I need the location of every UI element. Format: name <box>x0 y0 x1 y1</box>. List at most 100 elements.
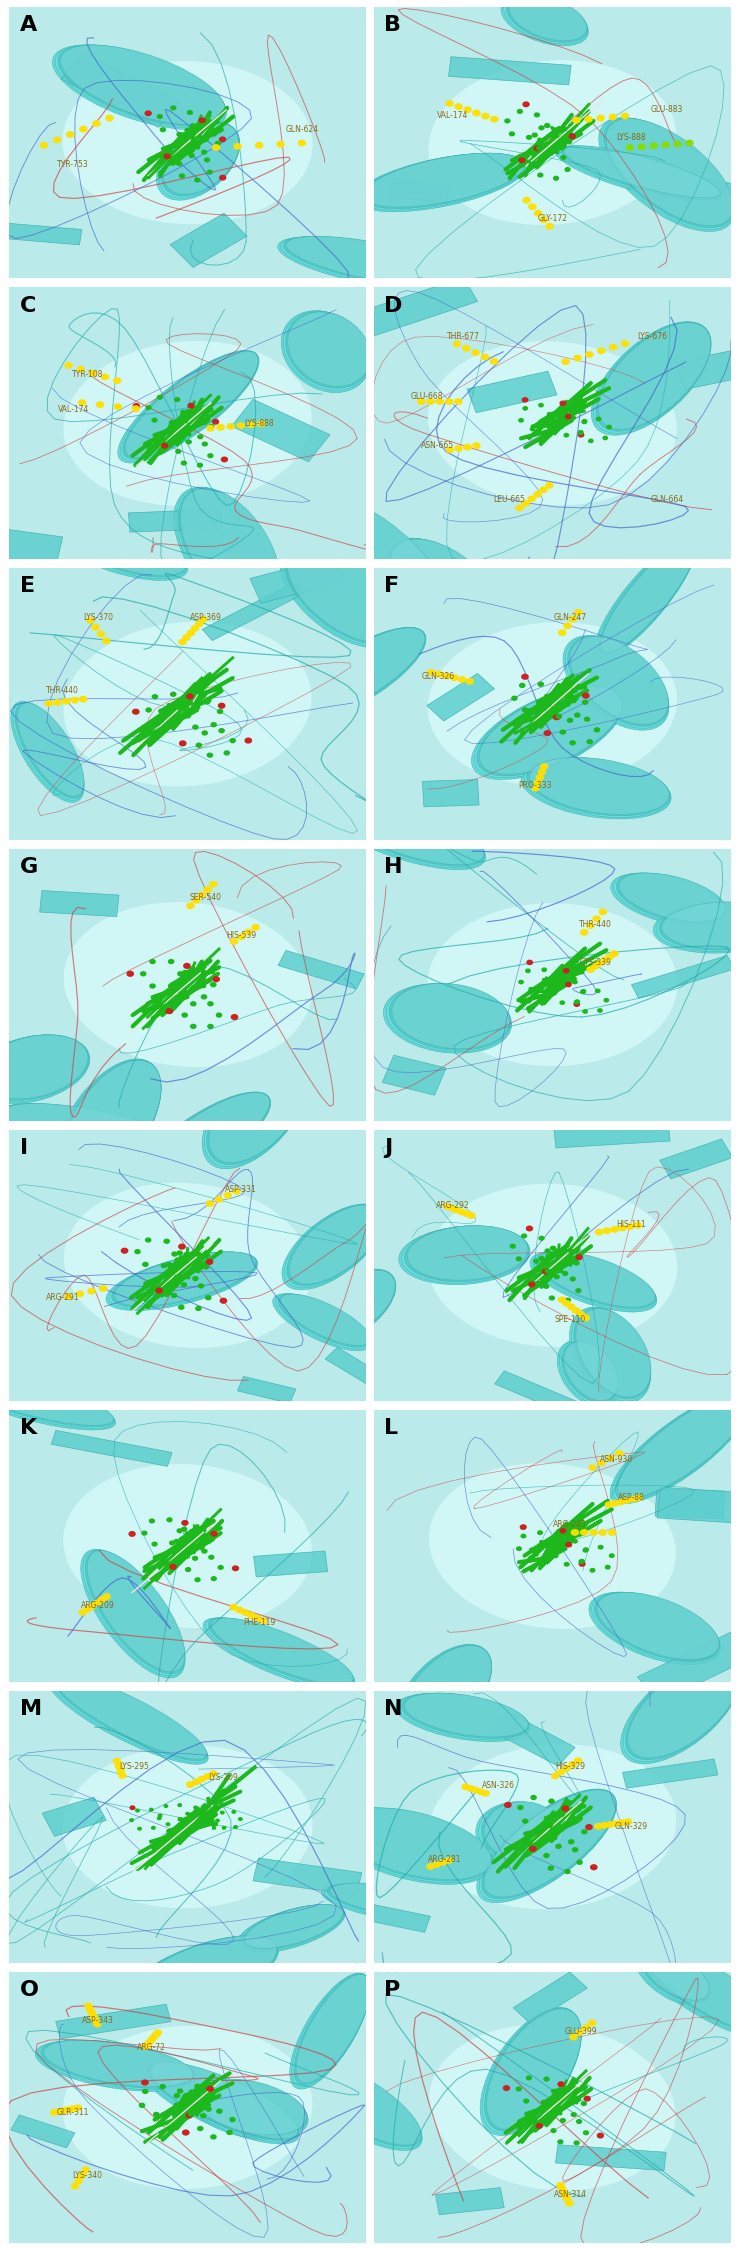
Ellipse shape <box>284 310 370 391</box>
Circle shape <box>54 137 60 142</box>
Circle shape <box>80 695 87 702</box>
Circle shape <box>179 1244 185 1249</box>
Circle shape <box>150 958 155 963</box>
Circle shape <box>473 110 480 115</box>
Text: B: B <box>385 16 402 36</box>
Circle shape <box>509 133 514 135</box>
Circle shape <box>611 952 618 956</box>
Circle shape <box>103 1593 110 1600</box>
Circle shape <box>662 142 669 148</box>
Ellipse shape <box>64 1184 311 1348</box>
Circle shape <box>562 360 569 364</box>
Ellipse shape <box>562 1341 618 1402</box>
Ellipse shape <box>405 1226 528 1282</box>
Circle shape <box>619 1226 626 1231</box>
Ellipse shape <box>621 1658 737 1764</box>
Circle shape <box>577 1312 584 1316</box>
Ellipse shape <box>282 544 399 646</box>
Circle shape <box>569 135 576 140</box>
Ellipse shape <box>597 538 696 657</box>
Ellipse shape <box>324 792 484 864</box>
Text: A: A <box>20 16 37 36</box>
Circle shape <box>463 1210 470 1217</box>
Polygon shape <box>250 558 345 603</box>
Ellipse shape <box>209 1618 354 1688</box>
Circle shape <box>553 425 558 430</box>
Ellipse shape <box>594 1593 719 1660</box>
Ellipse shape <box>56 1060 161 1186</box>
Ellipse shape <box>591 322 711 434</box>
Circle shape <box>529 1557 534 1559</box>
Circle shape <box>130 1807 135 1809</box>
Circle shape <box>551 412 555 416</box>
Circle shape <box>481 353 489 360</box>
Circle shape <box>171 106 175 110</box>
Circle shape <box>88 1604 96 1609</box>
Circle shape <box>161 443 168 448</box>
Circle shape <box>559 1814 565 1816</box>
Ellipse shape <box>176 488 279 612</box>
Circle shape <box>565 434 568 436</box>
Circle shape <box>556 713 562 718</box>
Circle shape <box>462 1784 469 1789</box>
Polygon shape <box>231 398 330 461</box>
Circle shape <box>585 117 592 122</box>
Ellipse shape <box>187 2079 308 2140</box>
Ellipse shape <box>281 236 468 290</box>
Circle shape <box>188 403 194 407</box>
Circle shape <box>71 698 78 702</box>
Circle shape <box>517 2088 521 2090</box>
Ellipse shape <box>331 502 447 608</box>
Ellipse shape <box>482 2007 581 2133</box>
Circle shape <box>674 142 681 146</box>
Circle shape <box>189 153 194 158</box>
Circle shape <box>113 1760 121 1764</box>
Ellipse shape <box>204 1055 308 1168</box>
Circle shape <box>51 2110 57 2115</box>
Ellipse shape <box>273 1294 371 1350</box>
Circle shape <box>195 178 200 182</box>
Circle shape <box>206 2108 211 2110</box>
Circle shape <box>298 140 306 146</box>
Circle shape <box>562 128 567 130</box>
Circle shape <box>517 1258 521 1260</box>
Ellipse shape <box>282 310 370 391</box>
Ellipse shape <box>427 902 677 1066</box>
Text: GLR-311: GLR-311 <box>57 2108 89 2117</box>
Circle shape <box>98 1598 105 1602</box>
Circle shape <box>604 1228 610 1233</box>
Ellipse shape <box>503 0 588 45</box>
Ellipse shape <box>556 146 722 202</box>
Text: ASN-930: ASN-930 <box>600 1454 633 1462</box>
Circle shape <box>522 1233 527 1238</box>
Ellipse shape <box>592 1593 720 1663</box>
Circle shape <box>65 362 72 369</box>
Circle shape <box>455 398 462 405</box>
Circle shape <box>167 1519 172 1521</box>
Ellipse shape <box>50 1674 208 1762</box>
Polygon shape <box>383 1055 446 1096</box>
Circle shape <box>187 702 192 704</box>
Ellipse shape <box>318 792 485 869</box>
Ellipse shape <box>58 522 187 578</box>
Circle shape <box>174 2104 179 2106</box>
Circle shape <box>601 956 608 963</box>
Ellipse shape <box>596 322 710 432</box>
Circle shape <box>556 1845 561 1847</box>
Ellipse shape <box>402 1226 529 1282</box>
Circle shape <box>559 2187 566 2192</box>
Ellipse shape <box>392 983 509 1048</box>
Circle shape <box>152 2032 159 2038</box>
Circle shape <box>186 410 191 414</box>
Circle shape <box>198 464 203 468</box>
Circle shape <box>579 1559 584 1564</box>
Ellipse shape <box>616 873 726 922</box>
Circle shape <box>540 763 548 770</box>
Circle shape <box>178 1804 181 1807</box>
Circle shape <box>529 1282 535 1287</box>
Circle shape <box>582 700 587 704</box>
Ellipse shape <box>570 1307 651 1404</box>
Ellipse shape <box>125 1935 279 2012</box>
Ellipse shape <box>87 1550 185 1672</box>
Circle shape <box>234 144 241 148</box>
